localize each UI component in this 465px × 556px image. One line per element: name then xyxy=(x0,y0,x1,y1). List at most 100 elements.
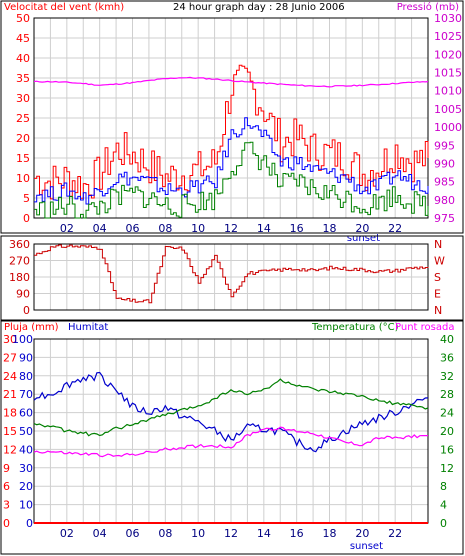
temperature-axis-label: Temperatura (°C) xyxy=(311,322,399,333)
wind-min-line xyxy=(34,141,429,219)
pressure-axis-label: Pressió (mb) xyxy=(397,1,459,13)
pressure-y-tick-label: 985 xyxy=(434,176,455,189)
pressure-y-tick-label: 980 xyxy=(434,194,455,207)
compass-label: S xyxy=(434,271,441,284)
humidity-y-tick-label: 80 xyxy=(19,370,33,383)
humidity-y-tick-label: 0 xyxy=(26,517,33,530)
rain-y-tick-label: 3 xyxy=(3,499,10,512)
dewpoint-line xyxy=(33,426,428,458)
rain-y-tick-label: 0 xyxy=(3,517,10,530)
wind-series xyxy=(33,64,429,219)
direction-line xyxy=(34,244,429,304)
pressure-y-tick-label: 1005 xyxy=(434,103,462,116)
rain-y-tick-label: 9 xyxy=(3,462,10,475)
pressure-y-tick-label: 1000 xyxy=(434,121,462,134)
wind-y-tick-label: 50 xyxy=(16,12,30,25)
temperature-y-tick-label: 12 xyxy=(440,462,454,475)
wind-x-tick-label: 22 xyxy=(388,222,402,235)
wind-x-tick-label: 14 xyxy=(257,222,271,235)
compass-label: N xyxy=(434,238,442,251)
panel-wind-frame xyxy=(0,0,464,234)
wind-y-tick-label: 25 xyxy=(16,112,30,125)
rain-y-tick-label: 24 xyxy=(3,370,17,383)
pressure-y-tick-label: 1020 xyxy=(434,48,462,61)
humidity-series xyxy=(33,371,429,524)
sunset-label-top: sunset xyxy=(347,233,380,244)
humidity-y-tick-label: 50 xyxy=(19,425,33,438)
humidity-y-tick-label: 100 xyxy=(12,333,33,346)
compass-label: W xyxy=(434,255,445,268)
wind-grid xyxy=(33,17,429,219)
rain-y-tick-label: 21 xyxy=(3,388,17,401)
wind-x-tick-label: 12 xyxy=(224,222,238,235)
humidity-x-tick-label: 04 xyxy=(93,527,107,540)
rain-y-tick-label: 18 xyxy=(3,407,17,420)
panel-humidity-temp: Pluja (mm) Humitat Temperatura (°C) Punt… xyxy=(0,320,464,555)
direction-series xyxy=(34,244,429,304)
temperature-y-tick-label: 36 xyxy=(440,351,454,364)
panel-direction-frame xyxy=(0,235,464,321)
humidity-y-tick-label: 60 xyxy=(19,407,33,420)
humidity-y-tick-label: 30 xyxy=(19,462,33,475)
wind-y-tick-label: 45 xyxy=(16,32,30,45)
wind-x-tick-label: 04 xyxy=(93,222,107,235)
wind-x-tick-label: 10 xyxy=(191,222,205,235)
humidity-x-tick-label: 20 xyxy=(355,527,369,540)
humidity-x-ticks: 02 04 06 08 10 12 14 16 18 20 22 xyxy=(60,527,402,540)
direction-y-tick-label: 180 xyxy=(9,271,30,284)
temperature-y-tick-label: 24 xyxy=(440,407,454,420)
humidity-line xyxy=(33,371,429,453)
direction-y-ticks: 0 90 180 270 360 xyxy=(9,238,30,317)
wind-x-tick-label: 08 xyxy=(158,222,172,235)
pressure-y-tick-label: 995 xyxy=(434,139,455,152)
temperature-y-tick-label: 4 xyxy=(440,499,447,512)
humidity-x-tick-label: 14 xyxy=(257,527,271,540)
pressure-y-tick-label: 1010 xyxy=(434,85,462,98)
temperature-y-tick-label: 40 xyxy=(440,333,454,346)
temperature-y-tick-label: 20 xyxy=(440,425,454,438)
direction-grid xyxy=(33,243,429,311)
humidity-x-tick-label: 02 xyxy=(60,527,74,540)
wind-avg-line xyxy=(34,117,429,205)
direction-y-tick-label: 270 xyxy=(9,255,30,268)
pressure-y-tick-label: 990 xyxy=(434,157,455,170)
humidity-x-tick-label: 16 xyxy=(290,527,304,540)
sunset-label-bottom: sunset xyxy=(350,541,383,552)
wind-y-ticks: 0 5 10 15 20 25 30 35 40 45 50 xyxy=(16,12,30,225)
wind-x-tick-label: 06 xyxy=(126,222,140,235)
wind-y-tick-label: 35 xyxy=(16,72,30,85)
wind-x-tick-label: 20 xyxy=(355,222,369,235)
rain-y-tick-label: 6 xyxy=(3,480,10,493)
direction-y-tick-label: 0 xyxy=(23,304,30,317)
rain-y-tick-label: 30 xyxy=(3,333,17,346)
wind-y-tick-label: 10 xyxy=(16,172,30,185)
humidity-y-tick-label: 90 xyxy=(19,351,33,364)
wind-x-ticks: 02 04 06 08 10 12 14 16 18 20 22 xyxy=(60,222,402,235)
temperature-y-ticks: 0 4 8 12 16 20 24 28 32 36 40 xyxy=(440,333,454,530)
wind-x-tick-label: 02 xyxy=(60,222,74,235)
humidity-x-tick-label: 18 xyxy=(323,527,337,540)
dewpoint-axis-label: Punt rosada xyxy=(395,322,454,333)
humidity-y-tick-label: 10 xyxy=(19,499,33,512)
rain-y-tick-label: 15 xyxy=(3,425,17,438)
humidity-y-tick-label: 20 xyxy=(19,480,33,493)
humidity-x-tick-label: 06 xyxy=(126,527,140,540)
pressure-y-ticks: 975 980 985 990 995 1000 1005 1010 1015 1020 1025 1… xyxy=(434,12,462,225)
temperature-y-tick-label: 28 xyxy=(440,388,454,401)
chart-title: 24 hour graph day : 28 Junio 2006 xyxy=(173,2,345,13)
direction-plot-border xyxy=(33,243,429,311)
compass-label: N xyxy=(434,304,442,317)
pressure-y-tick-label: 1015 xyxy=(434,67,462,80)
humidity-y-tick-label: 40 xyxy=(19,443,33,456)
wind-y-tick-label: 40 xyxy=(16,52,30,65)
wind-x-tick-label: 16 xyxy=(290,222,304,235)
wind-y-tick-label: 5 xyxy=(23,192,30,205)
wind-y-tick-label: 30 xyxy=(16,92,30,105)
temperature-y-tick-label: 8 xyxy=(440,480,447,493)
humidity-axis-label: Humitat xyxy=(68,322,108,333)
panel-humidity-frame xyxy=(0,320,464,555)
wind-axis-label: Velocitat del vent (kmh) xyxy=(4,2,124,13)
rain-y-tick-label: 12 xyxy=(3,443,17,456)
